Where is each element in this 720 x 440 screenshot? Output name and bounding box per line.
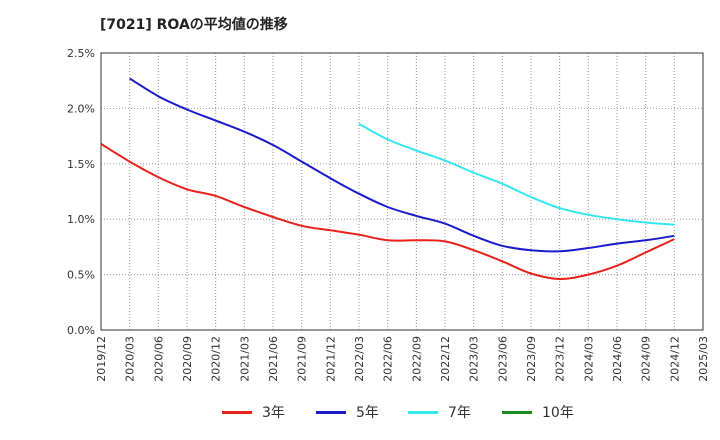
x-tick-label: 2020/03: [124, 336, 137, 382]
x-tick-label: 2021/12: [324, 336, 337, 382]
legend-label: 10年: [542, 405, 574, 421]
legend-label: 5年: [356, 405, 379, 421]
chart-title: [7021] ROAの平均値の推移: [100, 17, 288, 33]
y-tick-label: 1.0%: [67, 213, 95, 226]
legend-swatch: [408, 410, 438, 414]
x-tick-label: 2023/09: [525, 336, 538, 382]
x-tick-label: 2022/12: [439, 336, 452, 382]
y-tick-label: 2.0%: [67, 102, 95, 115]
x-tick-label: 2020/09: [181, 336, 194, 382]
plot-frame: [100, 52, 704, 331]
x-tick-label: 2024/12: [668, 336, 681, 382]
y-tick-label: 0.0%: [67, 324, 95, 337]
x-tick-label: 2023/03: [468, 336, 481, 382]
series-line: [358, 123, 675, 226]
x-tick-label: 2022/09: [410, 336, 423, 382]
legend-swatch: [502, 410, 532, 414]
x-tick-label: 2020/06: [152, 336, 165, 382]
x-tick-label: 2019/12: [95, 336, 108, 382]
x-tick-label: 2024/03: [582, 336, 595, 382]
x-tick-label: 2021/09: [296, 336, 309, 382]
series-line: [100, 143, 675, 281]
y-tick-label: 0.5%: [67, 269, 95, 282]
x-tick-label: 2021/06: [267, 336, 280, 382]
x-tick-label: 2021/03: [238, 336, 251, 382]
legend-swatch: [316, 410, 346, 414]
series-line: [129, 77, 675, 253]
legend-swatch: [222, 410, 252, 414]
legend-item: 10年: [502, 402, 574, 422]
legend-label: 3年: [262, 405, 285, 421]
y-tick-label: 2.5%: [67, 47, 95, 60]
x-tick-label: 2023/06: [496, 336, 509, 382]
legend-label: 7年: [448, 405, 471, 421]
x-tick-label: 2023/12: [554, 336, 567, 382]
legend-item: 7年: [408, 402, 471, 422]
legend-item: 3年: [222, 402, 285, 422]
x-tick-label: 2022/06: [382, 336, 395, 382]
x-tick-label: 2024/09: [640, 336, 653, 382]
x-tick-label: 2022/03: [353, 336, 366, 382]
legend-item: 5年: [316, 402, 379, 422]
y-tick-label: 1.5%: [67, 158, 95, 171]
x-tick-label: 2024/06: [611, 336, 624, 382]
x-tick-label: 2020/12: [210, 336, 223, 382]
x-tick-label: 2025/03: [697, 336, 710, 382]
